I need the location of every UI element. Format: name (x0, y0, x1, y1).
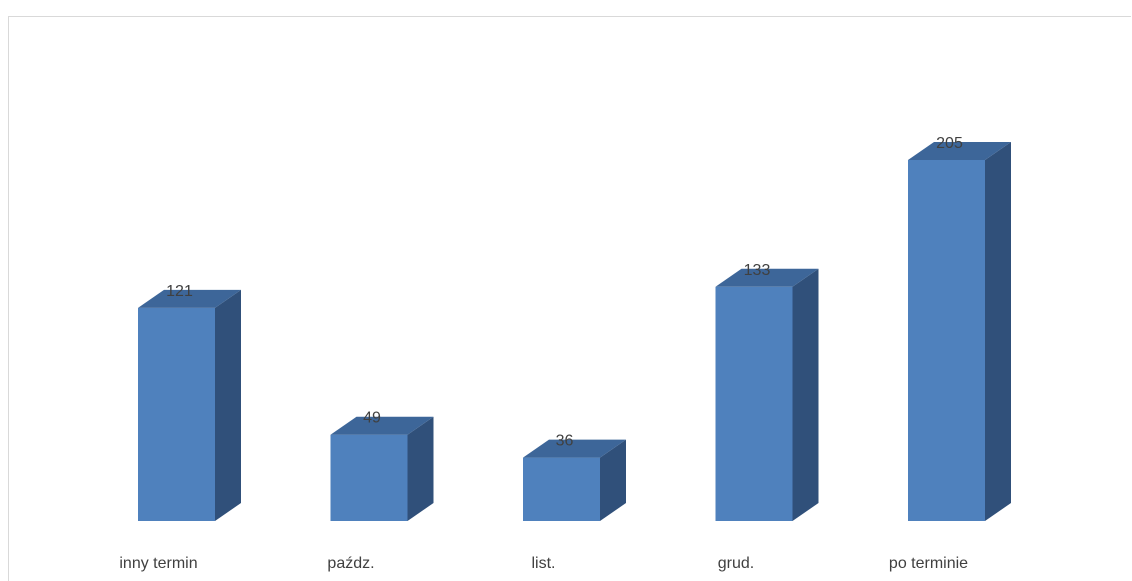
bar-side (985, 142, 1011, 521)
data-label: 133 (744, 262, 771, 279)
bar-front (138, 307, 215, 521)
data-label: 49 (363, 410, 381, 427)
bar-top (908, 142, 1011, 160)
bar-top (330, 416, 434, 435)
category-labels-layer: inny termin paźdz. list. grud. po terminie (119, 555, 968, 572)
bar-front (908, 160, 985, 521)
bar-front (715, 286, 793, 521)
category-label: po terminie (889, 555, 968, 572)
data-label: 36 (556, 433, 574, 450)
bar-top (138, 289, 241, 308)
category-label: paźdz. (327, 555, 374, 572)
bars-layer (138, 142, 1011, 521)
bar-side (600, 439, 626, 521)
category-label: list. (532, 555, 556, 572)
bar-side (792, 268, 819, 521)
data-labels-layer: 121 49 36 133 205 (166, 135, 963, 450)
bar-front (330, 434, 408, 521)
data-label: 205 (936, 135, 963, 152)
category-label: inny termin (119, 555, 197, 572)
bar-top (715, 268, 819, 287)
bar-side (407, 416, 434, 521)
bar-side (215, 289, 241, 521)
bar-front (523, 457, 600, 521)
category-label: grud. (718, 555, 754, 572)
data-label: 121 (166, 283, 193, 300)
bar-top (523, 439, 626, 458)
